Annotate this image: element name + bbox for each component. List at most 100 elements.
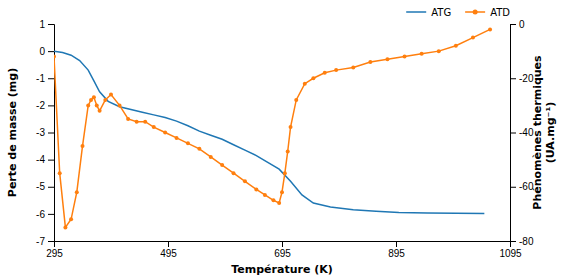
tick: -80 <box>510 236 534 247</box>
marker <box>277 201 281 205</box>
tick-label: 495 <box>160 248 177 259</box>
marker <box>437 49 441 53</box>
tick-mark <box>48 214 54 215</box>
marker <box>75 190 79 194</box>
tick: -1 <box>36 73 54 84</box>
legend-label: ATG <box>431 7 451 18</box>
tick: 495 <box>160 241 177 259</box>
legend-item: ATD <box>465 7 510 18</box>
marker <box>143 120 147 124</box>
marker <box>81 144 85 148</box>
tick-label: 895 <box>388 248 405 259</box>
tick-mark <box>282 241 283 247</box>
tick-label: -5 <box>36 181 45 192</box>
marker <box>98 109 102 113</box>
marker <box>197 147 201 151</box>
tick-mark <box>510 187 516 188</box>
marker <box>254 187 258 191</box>
marker <box>311 76 315 80</box>
markers <box>54 27 492 229</box>
marker <box>488 27 492 31</box>
tick-mark <box>48 160 54 161</box>
tick: 1 <box>39 19 54 30</box>
tick-label: 0 <box>39 46 45 57</box>
y-axis-line <box>48 25 55 242</box>
tick: -6 <box>36 209 54 220</box>
tick: 295 <box>46 241 63 259</box>
x-axis: 295 495 695 895 1095 <box>46 241 522 259</box>
tick-label: 0 <box>519 19 525 30</box>
tick: -3 <box>36 127 54 138</box>
tick: -4 <box>36 154 54 165</box>
tick-mark <box>48 187 54 188</box>
marker <box>58 171 62 175</box>
marker <box>109 93 113 97</box>
tick-mark <box>510 78 516 79</box>
marker <box>280 190 284 194</box>
marker <box>54 55 56 59</box>
marker <box>420 52 424 56</box>
tick-label: -6 <box>36 209 45 220</box>
tick-label: 1 <box>39 19 45 30</box>
marker <box>368 60 372 64</box>
x-axis-title: Température (K) <box>231 263 333 276</box>
tick-label: -4 <box>36 154 45 165</box>
y-axis-title: Perte de masse (mg) <box>6 68 19 197</box>
legend-item: ATG <box>406 7 451 18</box>
tick-mark <box>48 51 54 52</box>
x-axis-line <box>55 242 511 248</box>
tick-mark <box>48 78 54 79</box>
y2-axis-title-line: (UA.mg⁻¹) <box>544 102 557 164</box>
tick-label: 295 <box>46 248 63 259</box>
tick-label: 1095 <box>499 248 522 259</box>
marker <box>286 149 290 153</box>
marker <box>323 71 327 75</box>
tick: -5 <box>36 181 54 192</box>
marker <box>118 103 122 107</box>
tick: 0 <box>510 19 525 30</box>
y-axis: -7 -6 -5 -4 -3 -2 -1 0 1 <box>36 19 54 247</box>
legend: ATG ATD <box>406 7 510 18</box>
marker <box>303 82 307 86</box>
marker <box>186 141 190 145</box>
marker <box>243 179 247 183</box>
marker <box>86 103 90 107</box>
chart: 2954956958951095-7-6-5-4-3-2-101-80-60-4… <box>0 0 576 279</box>
marker <box>95 103 99 107</box>
marker <box>263 193 267 197</box>
tick: 695 <box>274 241 291 259</box>
y2-axis-title: Phénomènes thermiques(UA.mg⁻¹) <box>531 55 557 210</box>
marker <box>271 198 275 202</box>
tick-label: -2 <box>36 100 45 111</box>
marker <box>69 217 73 221</box>
marker <box>351 65 355 69</box>
tick: 0 <box>39 46 54 57</box>
marker <box>454 44 458 48</box>
marker <box>163 131 167 135</box>
tick: -2 <box>36 100 54 111</box>
tick-mark <box>48 105 54 106</box>
tick-mark <box>510 241 516 242</box>
tick-mark <box>48 24 54 25</box>
marker <box>283 171 287 175</box>
tick-mark <box>396 241 397 247</box>
tick-mark <box>510 24 516 25</box>
marker <box>220 163 224 167</box>
tick-label: -3 <box>36 127 45 138</box>
marker <box>471 36 475 40</box>
y2-axis-title-line: Phénomènes thermiques <box>531 55 544 210</box>
tick-label: -1 <box>36 73 45 84</box>
marker <box>126 117 130 121</box>
tick-mark <box>48 133 54 134</box>
marker <box>92 95 96 99</box>
tick: -7 <box>36 236 54 247</box>
y2-axis-line <box>511 25 517 242</box>
tick-label: 695 <box>274 248 291 259</box>
marker <box>175 136 179 140</box>
marker <box>289 125 293 129</box>
marks <box>54 27 492 229</box>
marker <box>403 55 407 59</box>
marker <box>209 155 213 159</box>
marker <box>103 98 107 102</box>
marker <box>385 57 389 61</box>
